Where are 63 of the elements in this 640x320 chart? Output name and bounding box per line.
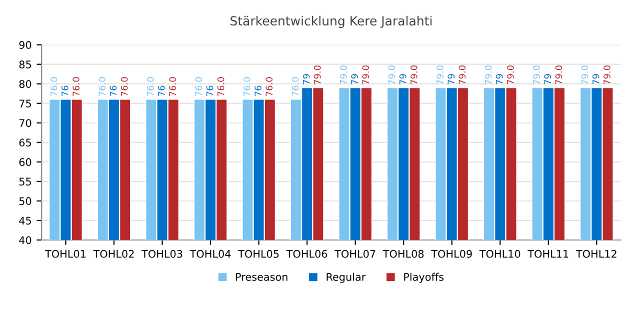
data-label: 79 — [448, 74, 454, 84]
data-label: 76.0 — [243, 77, 250, 96]
data-label: 79.0 — [507, 65, 514, 84]
data-label: 76.0 — [292, 77, 299, 96]
data-label: 79 — [592, 74, 600, 84]
y-tick-label: 70 — [19, 119, 32, 127]
y-tick-label: 75 — [19, 100, 31, 108]
data-label: 79.0 — [340, 65, 347, 84]
data-label: 79.0 — [388, 65, 396, 84]
chart-title: Stärkeentwicklung Kere Jaralahti — [230, 16, 432, 28]
data-label: 76 — [62, 86, 68, 96]
data-label: 79.0 — [484, 65, 492, 84]
y-tick-label: 55 — [19, 178, 31, 186]
x-tick-label: TOHL08 — [382, 250, 424, 258]
data-label: 79.0 — [604, 65, 610, 84]
x-tick-label: TOHL09 — [431, 250, 472, 258]
y-tick-label: 45 — [19, 216, 31, 225]
data-label: 79.0 — [533, 65, 540, 84]
data-label: 76 — [254, 86, 262, 96]
data-label: 76.0 — [98, 77, 106, 96]
data-label: 76.0 — [120, 77, 128, 96]
x-tick-label: TOHL05 — [238, 250, 279, 258]
data-label: 79 — [302, 74, 310, 84]
y-tick-label: 50 — [19, 197, 32, 206]
y-tick-label: 60 — [19, 158, 32, 166]
data-label: 79 — [544, 74, 552, 84]
data-label: 76.0 — [266, 77, 273, 96]
data-label: 79 — [496, 74, 503, 84]
y-tick-label: 90 — [19, 41, 32, 49]
x-tick-label: TOHL10 — [479, 250, 520, 258]
x-tick-label: TOHL12 — [576, 250, 616, 258]
x-tick-label: TOHL04 — [190, 250, 231, 258]
y-tick-label: 65 — [19, 138, 31, 147]
data-label: 79.0 — [436, 65, 444, 84]
x-tick-label: TOHL03 — [142, 250, 182, 258]
data-label: 79.0 — [458, 65, 466, 84]
x-tick-label: TOHL06 — [286, 250, 328, 258]
y-tick-label: 85 — [19, 60, 31, 68]
x-tick-label: TOHL01 — [44, 250, 86, 258]
data-label: 76 — [206, 86, 214, 96]
data-label: 76 — [158, 86, 165, 96]
data-label: 79.0 — [410, 65, 418, 84]
x-tick-label: TOHL02 — [93, 250, 134, 258]
data-label: 76.0 — [72, 77, 80, 96]
data-label: 76.0 — [217, 77, 224, 96]
data-label: 79 — [399, 74, 406, 84]
data-label: 76 — [110, 86, 117, 96]
y-tick-label: 40 — [19, 236, 32, 244]
data-label: 76.0 — [50, 77, 58, 96]
legend-label: Regular — [326, 272, 366, 283]
legend-label: Playoffs — [404, 272, 444, 283]
data-label: 79.0 — [314, 65, 321, 84]
legend-label: Preseason — [236, 273, 288, 281]
data-label: 79.0 — [362, 65, 370, 84]
x-tick-label: TOHL11 — [528, 250, 568, 258]
data-label: 79.0 — [555, 65, 562, 84]
data-label: 79.0 — [581, 65, 588, 84]
data-label: 79 — [351, 74, 358, 84]
x-tick-label: TOHL07 — [334, 250, 376, 258]
y-tick-label: 80 — [19, 80, 32, 88]
data-label: 76.0 — [169, 77, 176, 96]
data-label: 76.0 — [146, 77, 154, 96]
data-label: 76.0 — [195, 77, 202, 96]
